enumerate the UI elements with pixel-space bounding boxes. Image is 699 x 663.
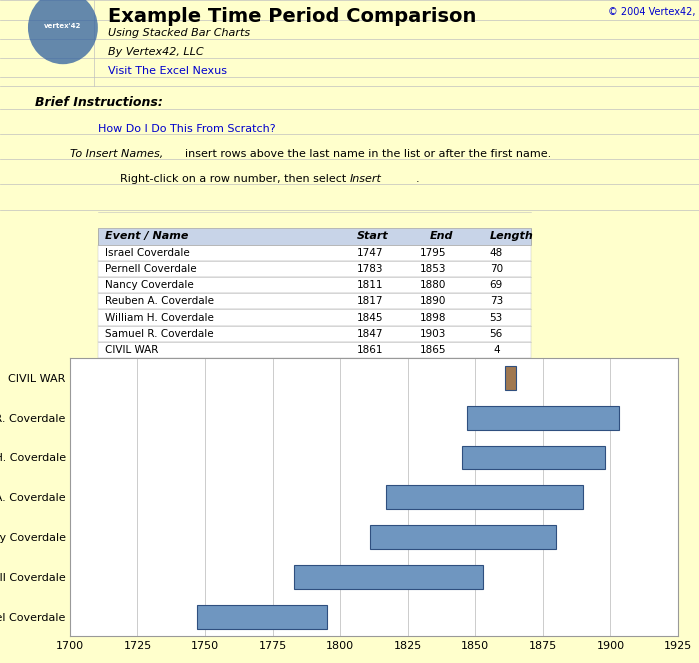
Text: Pernell Coverdale: Pernell Coverdale bbox=[105, 264, 196, 274]
Text: William H. Coverdale: William H. Coverdale bbox=[105, 312, 214, 322]
Text: To Insert Names,: To Insert Names, bbox=[70, 149, 163, 159]
Bar bbox=[467, 406, 619, 430]
Text: Right-click on a row number, then select: Right-click on a row number, then select bbox=[120, 174, 350, 184]
Text: 1847: 1847 bbox=[357, 329, 384, 339]
Text: 1817: 1817 bbox=[357, 296, 384, 306]
Bar bbox=[0, 605, 197, 629]
Ellipse shape bbox=[28, 0, 98, 64]
Text: Insert: Insert bbox=[350, 174, 382, 184]
Text: Visit The Excel Nexus: Visit The Excel Nexus bbox=[108, 66, 227, 76]
Bar bbox=[98, 326, 531, 342]
Text: 1811: 1811 bbox=[357, 280, 384, 290]
Text: 53: 53 bbox=[490, 312, 503, 322]
Bar bbox=[505, 366, 516, 390]
Text: © 2004 Vertex42, LLC: © 2004 Vertex42, LLC bbox=[608, 7, 699, 17]
Bar bbox=[98, 310, 531, 326]
Bar bbox=[462, 446, 605, 469]
Bar bbox=[0, 565, 294, 589]
Text: Using Stacked Bar Charts: Using Stacked Bar Charts bbox=[108, 28, 250, 38]
Text: 73: 73 bbox=[490, 296, 503, 306]
Bar bbox=[197, 605, 326, 629]
Text: insert rows above the last name in the list or after the first name.: insert rows above the last name in the l… bbox=[185, 149, 552, 159]
Text: 56: 56 bbox=[490, 329, 503, 339]
Bar bbox=[294, 565, 484, 589]
Text: Samuel R. Coverdale: Samuel R. Coverdale bbox=[105, 329, 213, 339]
Text: 48: 48 bbox=[490, 248, 503, 258]
Bar bbox=[98, 293, 531, 310]
Text: Start: Start bbox=[356, 231, 388, 241]
Bar bbox=[98, 228, 531, 245]
Bar bbox=[98, 261, 531, 277]
Text: 70: 70 bbox=[490, 264, 503, 274]
Text: 1845: 1845 bbox=[357, 312, 384, 322]
Text: 69: 69 bbox=[490, 280, 503, 290]
Bar bbox=[0, 485, 386, 509]
Text: 1880: 1880 bbox=[420, 280, 447, 290]
Text: 4: 4 bbox=[493, 345, 500, 355]
Bar bbox=[370, 525, 556, 549]
Bar bbox=[386, 485, 584, 509]
Text: Reuben A. Coverdale: Reuben A. Coverdale bbox=[105, 296, 214, 306]
Text: By Vertex42, LLC: By Vertex42, LLC bbox=[108, 46, 204, 56]
Text: Israel Coverdale: Israel Coverdale bbox=[105, 248, 189, 258]
Text: Nancy Coverdale: Nancy Coverdale bbox=[105, 280, 194, 290]
Text: 1853: 1853 bbox=[420, 264, 447, 274]
Text: Event / Name: Event / Name bbox=[105, 231, 188, 241]
Text: 1795: 1795 bbox=[420, 248, 447, 258]
Text: How Do I Do This From Scratch?: How Do I Do This From Scratch? bbox=[98, 124, 275, 134]
Text: 1890: 1890 bbox=[420, 296, 447, 306]
Text: CIVIL WAR: CIVIL WAR bbox=[105, 345, 158, 355]
Text: 1747: 1747 bbox=[357, 248, 384, 258]
Text: 1861: 1861 bbox=[357, 345, 384, 355]
Text: 1865: 1865 bbox=[420, 345, 447, 355]
Bar bbox=[0, 406, 467, 430]
Text: 1898: 1898 bbox=[420, 312, 447, 322]
Text: Length: Length bbox=[489, 231, 533, 241]
Text: 1903: 1903 bbox=[420, 329, 447, 339]
Bar bbox=[98, 245, 531, 261]
Text: Brief Instructions:: Brief Instructions: bbox=[35, 96, 163, 109]
Bar bbox=[0, 446, 462, 469]
Bar bbox=[0, 366, 505, 390]
Bar bbox=[0, 525, 370, 549]
Text: vertex'42: vertex'42 bbox=[44, 23, 82, 29]
Bar bbox=[98, 342, 531, 358]
Text: .: . bbox=[416, 174, 419, 184]
Text: 1783: 1783 bbox=[357, 264, 384, 274]
Text: End: End bbox=[430, 231, 454, 241]
Text: Example Time Period Comparison: Example Time Period Comparison bbox=[108, 7, 477, 26]
Bar bbox=[98, 277, 531, 293]
